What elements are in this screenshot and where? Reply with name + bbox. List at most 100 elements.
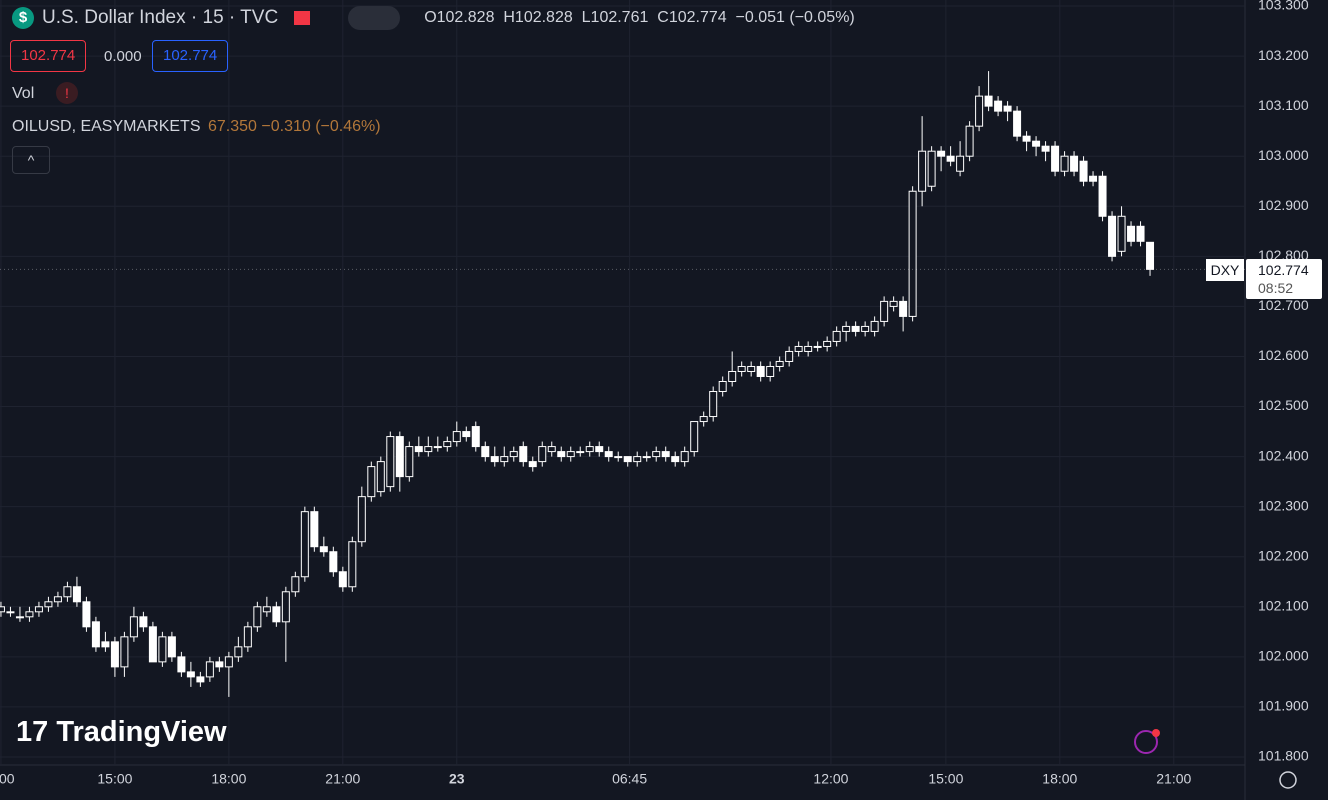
candle-body bbox=[158, 636, 167, 663]
candle-body bbox=[319, 546, 328, 553]
candle-body bbox=[386, 436, 395, 488]
candle-body bbox=[899, 300, 908, 317]
settings-icon bbox=[1279, 771, 1297, 789]
buy-button[interactable]: 102.774 bbox=[152, 40, 229, 72]
candle-body bbox=[785, 350, 794, 362]
logo-mark: 17 bbox=[16, 716, 49, 748]
candle-body bbox=[1127, 225, 1136, 242]
collapse-button[interactable]: ^ bbox=[12, 146, 50, 174]
x-tick-label: 21:00 bbox=[325, 771, 360, 787]
candle-body bbox=[1089, 175, 1098, 182]
candle-body bbox=[348, 541, 357, 588]
candle-body bbox=[490, 456, 499, 463]
candle-body bbox=[1136, 225, 1145, 242]
candle-body bbox=[994, 100, 1003, 112]
candle-body bbox=[937, 150, 946, 157]
candle-body bbox=[775, 360, 784, 367]
candle-body bbox=[1070, 155, 1079, 172]
candle-body bbox=[547, 446, 556, 453]
candle-body bbox=[984, 95, 993, 107]
candle-body bbox=[500, 456, 509, 463]
candle-body bbox=[585, 446, 594, 453]
symbol-row: $ U.S. Dollar Index · 15 · TVC O102.828 … bbox=[12, 6, 855, 30]
candle-body bbox=[139, 616, 148, 628]
candle-body bbox=[1013, 110, 1022, 137]
candle-body bbox=[357, 496, 366, 543]
candle-body bbox=[623, 456, 632, 463]
y-tick-label: 101.900 bbox=[1258, 698, 1309, 714]
candle-body bbox=[528, 461, 537, 468]
candle-body bbox=[1060, 155, 1069, 172]
candle-body bbox=[167, 636, 176, 658]
candle-body bbox=[699, 416, 708, 423]
candle-body bbox=[633, 456, 642, 463]
candle-body bbox=[452, 431, 461, 443]
y-tick-label: 102.400 bbox=[1258, 447, 1309, 463]
candle-body bbox=[1079, 160, 1088, 182]
x-tick-label: 18:00 bbox=[211, 771, 246, 787]
logo[interactable]: 17 TradingView bbox=[16, 716, 227, 749]
candle-body bbox=[376, 461, 385, 493]
candle-body bbox=[927, 150, 936, 187]
candle-body bbox=[718, 380, 727, 393]
candle-body bbox=[661, 451, 670, 458]
candle-body bbox=[186, 671, 195, 678]
candle-body bbox=[509, 451, 518, 458]
candle-body bbox=[310, 511, 319, 548]
candle-body bbox=[215, 661, 224, 668]
x-tick-label: 15:00 bbox=[97, 771, 132, 787]
candle-body bbox=[72, 586, 81, 603]
warning-icon[interactable]: ! bbox=[56, 82, 78, 104]
candle-body bbox=[557, 451, 566, 458]
compare-symbol[interactable]: OILUSD, EASYMARKETS bbox=[12, 118, 201, 135]
candle-body bbox=[44, 601, 53, 608]
candle-body bbox=[34, 606, 43, 613]
flag[interactable] bbox=[294, 11, 311, 25]
candle-body bbox=[889, 300, 898, 307]
y-tick-label: 102.200 bbox=[1258, 547, 1309, 563]
candle-body bbox=[519, 446, 528, 463]
candle-body bbox=[813, 345, 822, 348]
candle-body bbox=[965, 125, 974, 157]
change: −0.051 (−0.05%) bbox=[735, 9, 855, 26]
y-tick-label: 103.000 bbox=[1258, 147, 1309, 163]
open: O102.828 bbox=[424, 9, 495, 26]
symbol-title[interactable]: U.S. Dollar Index · 15 · TVC bbox=[42, 7, 279, 28]
candle-body bbox=[652, 451, 661, 458]
candle-body bbox=[148, 626, 157, 663]
candle-body bbox=[120, 636, 129, 668]
sell-button[interactable]: 102.774 bbox=[10, 40, 87, 72]
candle-body bbox=[538, 446, 547, 463]
candle-body bbox=[481, 446, 490, 458]
candle-body bbox=[671, 456, 680, 463]
candle-body bbox=[614, 456, 623, 459]
alert-dot bbox=[1152, 729, 1160, 737]
candle-body bbox=[1003, 105, 1012, 112]
candle-body bbox=[196, 676, 205, 683]
candle-body bbox=[424, 446, 433, 453]
status-pill[interactable] bbox=[348, 6, 401, 30]
y-tick-label: 103.100 bbox=[1258, 97, 1309, 113]
candle-body bbox=[243, 626, 252, 648]
candle-body bbox=[851, 325, 860, 332]
candle-body bbox=[823, 340, 832, 347]
candle-body bbox=[832, 330, 841, 342]
candle-body bbox=[300, 511, 309, 578]
candle-body bbox=[576, 451, 585, 454]
candle-body bbox=[908, 190, 917, 317]
y-tick-label: 102.100 bbox=[1258, 597, 1309, 613]
vol-label[interactable]: Vol bbox=[12, 85, 35, 102]
last-price: 102.774 bbox=[1258, 262, 1309, 278]
candle-body bbox=[737, 365, 746, 372]
compare-value: 67.350 −0.310 (−0.46%) bbox=[208, 118, 381, 135]
candle-body bbox=[338, 571, 347, 588]
candle-body bbox=[405, 446, 414, 478]
countdown: 08:52 bbox=[1258, 280, 1294, 296]
candle-body bbox=[690, 421, 699, 453]
y-tick-label: 102.300 bbox=[1258, 497, 1309, 513]
candle-body bbox=[25, 611, 34, 618]
candle-body bbox=[604, 451, 613, 458]
y-tick-label: 102.000 bbox=[1258, 648, 1309, 664]
candle-body bbox=[1051, 145, 1060, 172]
